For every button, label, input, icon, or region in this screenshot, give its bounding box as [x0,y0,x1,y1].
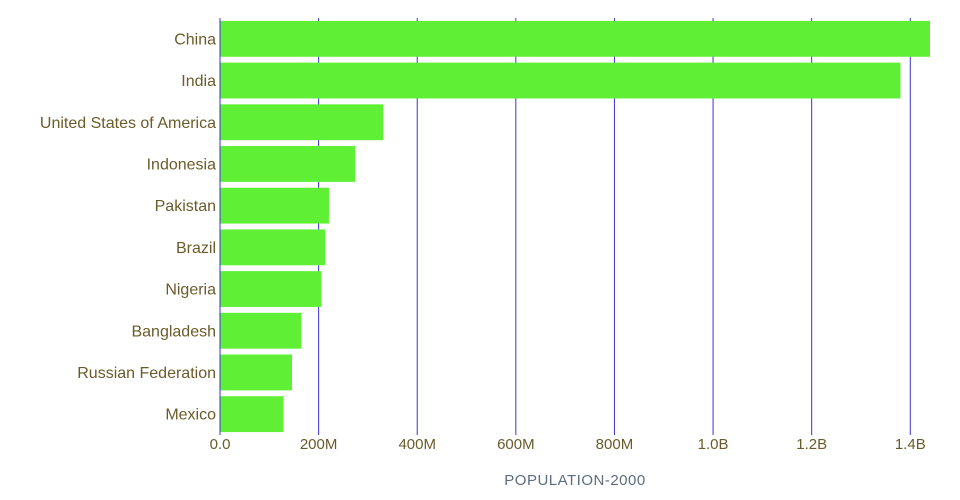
x-tick-label: 800M [596,436,634,453]
bar-mexico [220,396,284,433]
category-label: Pakistan [155,198,216,215]
x-tick-labels: 0.0 200M 400M 600M 800M 1.0B 1.2B 1.4B [210,436,926,453]
category-labels: China India United States of America Indone… [40,31,216,423]
bar-russian-federation [220,354,292,391]
bar-china [220,20,930,57]
bar-indonesia [220,146,356,182]
category-label: India [181,73,216,90]
bar-brazil [220,229,326,266]
bar-pakistan [220,187,329,224]
category-label: China [174,31,216,48]
x-tick-label: 200M [300,436,338,453]
category-label: Mexico [165,407,216,424]
bar-nigeria [220,271,322,307]
x-axis-title: POPULATION-2000 [504,472,645,489]
x-tick-label: 1.2B [796,436,827,453]
category-label: Nigeria [165,282,216,299]
bar-united-states-of-america [220,104,384,141]
category-label: United States of America [40,115,216,132]
x-tick-label: 0.0 [210,436,231,453]
bar-india [220,62,901,99]
bar-bangladesh [220,312,302,349]
category-label: Russian Federation [77,365,216,382]
category-label: Indonesia [147,156,216,173]
x-tick-label: 600M [497,436,535,453]
category-label: Bangladesh [131,323,216,340]
x-tick-label: 1.0B [698,436,729,453]
x-tick-label: 400M [398,436,436,453]
bars [220,20,930,433]
category-label: Brazil [176,240,216,257]
x-tick-label: 1.4B [895,436,926,453]
